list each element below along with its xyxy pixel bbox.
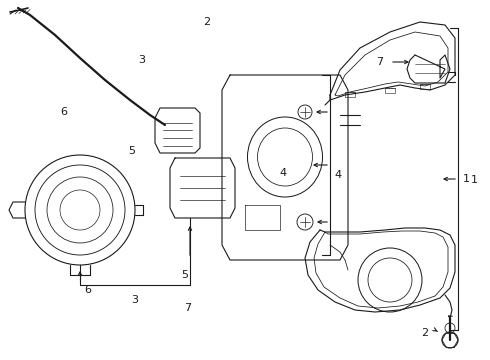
Text: 1: 1 <box>463 174 470 184</box>
Text: 7: 7 <box>184 303 191 313</box>
Text: 6: 6 <box>60 107 67 117</box>
Text: 4: 4 <box>334 170 341 180</box>
Text: 7: 7 <box>376 57 383 67</box>
Text: 6: 6 <box>84 285 92 295</box>
Text: 5: 5 <box>128 146 135 156</box>
Text: 3: 3 <box>131 295 139 305</box>
Text: 3: 3 <box>139 55 146 66</box>
Text: 5: 5 <box>181 270 189 280</box>
Text: 2: 2 <box>203 17 211 27</box>
Text: 2: 2 <box>421 328 428 338</box>
Circle shape <box>442 332 458 348</box>
Text: 1: 1 <box>470 175 477 185</box>
Text: 4: 4 <box>279 168 287 178</box>
